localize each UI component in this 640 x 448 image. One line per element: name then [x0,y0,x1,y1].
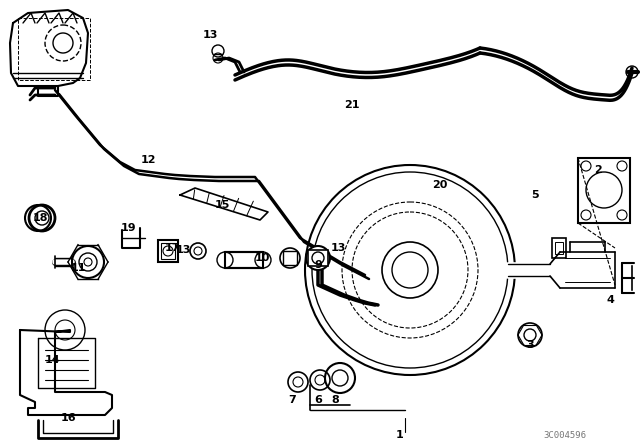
Text: 10: 10 [254,253,269,263]
Text: 11: 11 [70,263,86,273]
Text: 3: 3 [526,340,534,350]
Text: 18: 18 [32,213,48,223]
Text: 20: 20 [432,180,448,190]
Bar [308,250,328,266]
Bar [158,240,178,262]
Bar [283,251,297,265]
Text: 15: 15 [214,200,230,210]
Text: 3C004596: 3C004596 [543,431,586,439]
Text: 12: 12 [140,155,156,165]
Circle shape [306,246,330,270]
Text: 17: 17 [164,243,180,253]
Text: 8: 8 [331,395,339,405]
Text: 19: 19 [120,223,136,233]
Text: 7: 7 [288,395,296,405]
Text: 2: 2 [594,165,602,175]
Text: 1: 1 [396,430,404,440]
Bar [555,242,563,254]
Text: 13: 13 [330,243,346,253]
Bar [225,252,263,268]
Bar [161,243,175,259]
Text: 6: 6 [314,395,322,405]
Text: 9: 9 [314,260,322,270]
Text: 16: 16 [60,413,76,423]
Text: 14: 14 [44,355,60,365]
Text: 5: 5 [531,190,539,200]
Bar [578,158,630,223]
Bar [552,238,566,258]
Text: 13: 13 [202,30,218,40]
Text: 21: 21 [344,100,360,110]
Text: 4: 4 [606,295,614,305]
Text: 13: 13 [175,245,191,255]
